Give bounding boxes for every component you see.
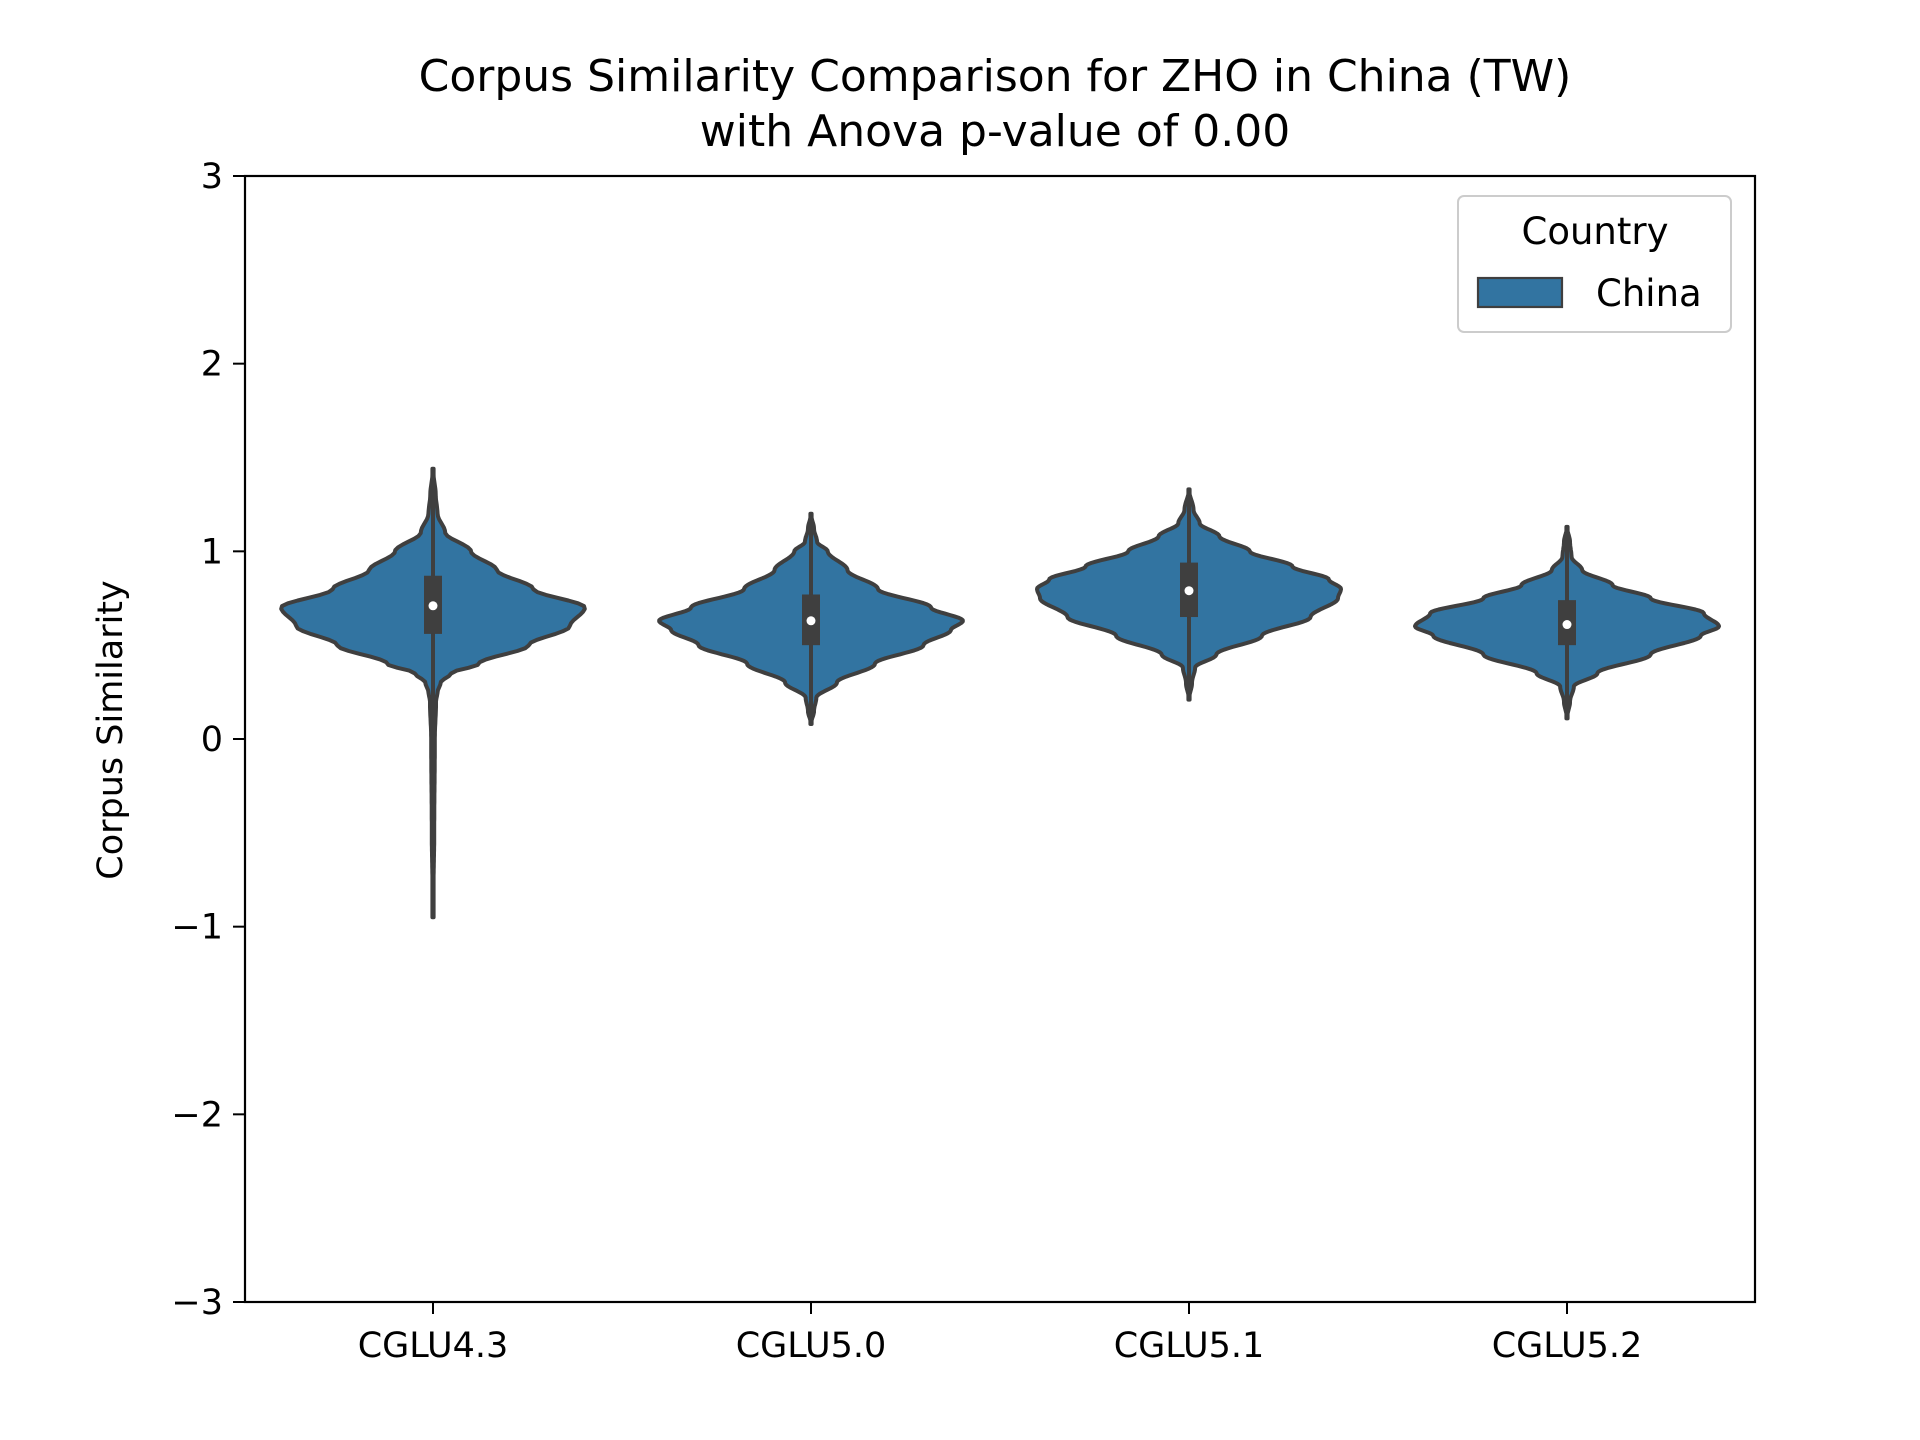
y-tick-label: 1 [201, 532, 223, 572]
x-tick-label: CGLU5.2 [1492, 1326, 1643, 1366]
y-tick-label: 2 [201, 345, 223, 385]
legend: Country China [1457, 195, 1732, 333]
chart-title-line-2: with Anova p-value of 0.00 [700, 106, 1290, 157]
x-tick-label: CGLU5.0 [736, 1326, 887, 1366]
chart-title-line-1: Corpus Similarity Comparison for ZHO in … [419, 51, 1572, 102]
y-axis-label: Corpus Similarity [91, 580, 131, 879]
y-axis-ticks: 3 2 1 0 −1 −2 −3 [171, 157, 245, 1323]
x-tick-label: CGLU5.1 [1114, 1326, 1265, 1366]
legend-swatch-china [1476, 276, 1564, 309]
legend-label-china: China [1596, 272, 1702, 315]
violin-median-dot [1562, 620, 1572, 630]
legend-title: Country [1522, 210, 1669, 253]
y-tick-label: 3 [201, 157, 223, 197]
y-tick-label: −2 [171, 1095, 223, 1135]
violin-median-dot [1184, 586, 1194, 596]
y-tick-label: −1 [171, 908, 223, 948]
violin-median-dot [806, 616, 816, 626]
x-tick-label: CGLU4.3 [358, 1326, 509, 1366]
y-tick-label: 0 [201, 720, 223, 760]
violin-layer [279, 466, 1721, 920]
plot-frame [243, 174, 1757, 1304]
y-tick-label: −3 [171, 1283, 223, 1323]
x-axis-ticks: CGLU4.3 CGLU5.0 CGLU5.1 CGLU5.2 [358, 1302, 1643, 1366]
violin-median-dot [428, 601, 438, 611]
box-layer [424, 468, 1576, 918]
